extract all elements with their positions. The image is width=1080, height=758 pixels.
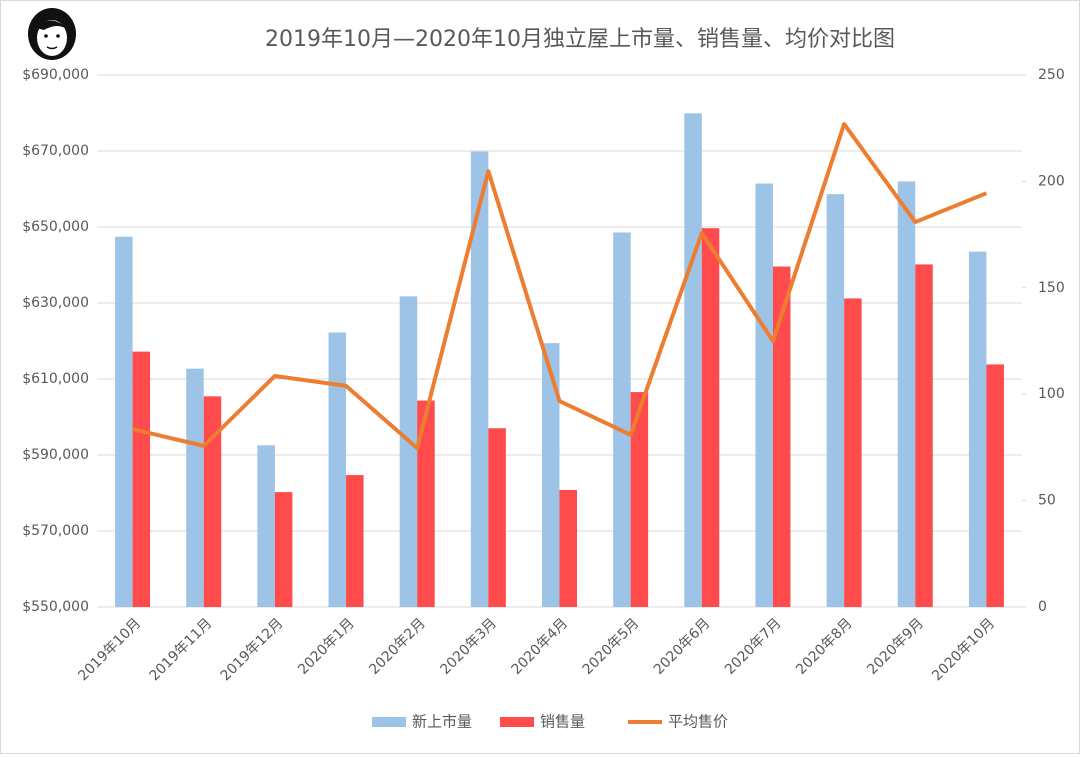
bar (844, 298, 862, 607)
bar (417, 400, 435, 607)
legend-label: 销售量 (540, 713, 585, 731)
y2-tick-label: 100 (1038, 386, 1065, 402)
bar (613, 232, 631, 608)
bar (915, 264, 933, 607)
bar (755, 183, 773, 607)
legend-label: 平均售价 (668, 713, 728, 731)
line (132, 122, 988, 451)
bar (346, 475, 364, 607)
y-tick-label: $630,000 (22, 295, 89, 311)
y-tick-label: $650,000 (22, 219, 89, 235)
bar (257, 445, 275, 607)
chart-title: 2019年10月—2020年10月独立屋上市量、销售量、均价对比图 (265, 27, 895, 52)
portrait-icon (28, 8, 76, 60)
y2-tick-label: 250 (1038, 67, 1065, 83)
bar (274, 492, 293, 607)
bar (186, 368, 204, 607)
bar (772, 266, 791, 607)
bar (470, 151, 489, 607)
legend-swatch (500, 717, 534, 727)
bar (203, 396, 222, 607)
y-tick-label: $550,000 (22, 599, 89, 615)
bar (559, 489, 577, 607)
y-tick-label: $670,000 (22, 143, 89, 159)
y2-tick-label: 200 (1038, 173, 1065, 189)
bar (115, 236, 133, 607)
bar (968, 251, 987, 607)
bar (986, 364, 1004, 607)
legend-swatch (372, 717, 406, 727)
y2-tick-label: 150 (1038, 280, 1065, 296)
bar (542, 343, 560, 607)
bar (328, 332, 347, 607)
y-tick-label: $610,000 (22, 371, 89, 387)
y2-tick-label: 0 (1038, 599, 1047, 615)
bar (630, 392, 649, 607)
y-tick-label: $570,000 (22, 523, 89, 539)
y2-tick-label: 50 (1038, 493, 1056, 509)
bar (897, 181, 916, 607)
bar (132, 351, 151, 607)
legend-label: 新上市量 (412, 713, 472, 731)
y-tick-label: $690,000 (22, 67, 89, 83)
bar (826, 194, 845, 607)
y-tick-label: $590,000 (22, 447, 89, 463)
bar (488, 428, 506, 607)
bar (701, 228, 720, 607)
bar (399, 296, 418, 607)
bar (684, 113, 702, 607)
